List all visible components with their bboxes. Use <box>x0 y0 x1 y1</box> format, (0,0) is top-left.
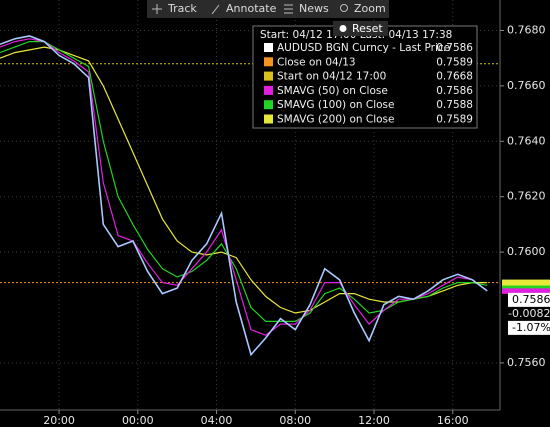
legend-label: Close on 04/13 <box>277 56 356 68</box>
change-pct-label: -1.07% <box>512 321 550 334</box>
reset-button[interactable]: Reset <box>333 21 388 36</box>
annotate-icon <box>211 4 220 15</box>
y-tick-label: 0.7600 <box>507 245 546 258</box>
zoom-button[interactable]: Zoom <box>340 2 386 15</box>
news-button[interactable]: News <box>284 2 329 15</box>
legend-swatch <box>264 85 273 95</box>
series-line <box>0 38 488 336</box>
toolbar: Track Annotate News Zoom <box>147 0 389 18</box>
y-tick-label: 0.7640 <box>507 134 546 147</box>
x-tick-label: 00:00 <box>122 414 154 427</box>
legend-swatch <box>264 114 273 124</box>
last-price-label: 0.7586 <box>512 293 550 306</box>
toolbar-bg <box>147 0 389 18</box>
annotate-button[interactable]: Annotate <box>211 2 277 15</box>
news-label[interactable]: News <box>299 2 329 15</box>
change-pct-box <box>508 320 550 335</box>
legend: Start: 04/12 17:00 Last: 04/13 17:38 AUD… <box>252 25 478 129</box>
reset-bg[interactable] <box>333 21 388 36</box>
reset-label[interactable]: Reset <box>352 22 383 35</box>
y-tick-label: 0.7620 <box>507 190 546 203</box>
annotate-label[interactable]: Annotate <box>226 2 277 15</box>
track-button[interactable]: Track <box>152 2 197 15</box>
y-tick-label: 0.7680 <box>507 23 546 36</box>
last-value-tag <box>502 287 550 294</box>
legend-swatch <box>264 57 273 67</box>
zoom-label[interactable]: Zoom <box>354 2 386 15</box>
legend-box <box>252 25 478 129</box>
legend-value: 0.7668 <box>436 71 473 83</box>
legend-value: 0.7586 <box>436 85 473 97</box>
news-icon <box>284 4 293 14</box>
legend-label: SMAVG (100) on Close <box>277 99 394 111</box>
y-tick-label: 0.7560 <box>507 356 546 369</box>
series-line <box>0 41 488 322</box>
x-tick-label: 20:00 <box>43 414 75 427</box>
x-tick-label: 08:00 <box>279 414 311 427</box>
x-tick-label: 04:00 <box>201 414 233 427</box>
legend-value: 0.7588 <box>436 99 473 111</box>
series-line <box>0 35 488 357</box>
reset-icon <box>339 25 347 32</box>
legend-value: 0.7586 <box>436 42 473 54</box>
legend-swatch <box>264 100 273 110</box>
y-tick-label: 0.7660 <box>507 79 546 92</box>
legend-label: AUDUSD BGN Curncy - Last Price <box>277 42 450 54</box>
track-label[interactable]: Track <box>167 2 197 15</box>
legend-label: SMAVG (50) on Close <box>277 85 388 97</box>
legend-value: 0.7589 <box>436 114 473 126</box>
legend-label: SMAVG (200) on Close <box>277 114 394 126</box>
legend-label: Start on 04/12 17:00 <box>277 71 386 83</box>
x-tick-label: 16:00 <box>437 414 469 427</box>
last-value-tag <box>502 279 550 286</box>
legend-value: 0.7589 <box>436 56 473 68</box>
last-price-box <box>508 292 550 307</box>
change-label: -0.0082 <box>508 307 550 320</box>
legend-swatch <box>264 43 273 52</box>
track-icon <box>152 4 162 14</box>
legend-swatch <box>264 71 273 81</box>
zoom-icon <box>340 4 348 12</box>
x-tick-label: 12:00 <box>358 414 390 427</box>
